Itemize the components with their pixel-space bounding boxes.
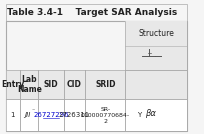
Text: Lab
Name: Lab Name <box>17 75 42 94</box>
Text: 2726311: 2726311 <box>59 112 90 118</box>
Bar <box>6 99 20 131</box>
Text: ⁻: ⁻ <box>32 110 35 115</box>
Bar <box>38 70 64 99</box>
Text: 26727296: 26727296 <box>33 112 69 118</box>
Text: SRID: SRID <box>95 80 115 89</box>
Bar <box>64 70 85 99</box>
Bar <box>38 99 64 131</box>
Text: SID: SID <box>44 80 58 89</box>
Text: Y: Y <box>137 112 141 118</box>
Bar <box>64 99 85 131</box>
Bar <box>6 70 20 99</box>
Text: Table 3.4-1    Target SAR Analysis: Table 3.4-1 Target SAR Analysis <box>8 8 178 17</box>
Text: 1: 1 <box>11 112 15 118</box>
Bar <box>6 21 187 131</box>
Text: βα: βα <box>145 109 156 118</box>
Text: CID: CID <box>67 80 82 89</box>
Text: Structure: Structure <box>138 29 174 38</box>
Bar <box>85 70 125 99</box>
Bar <box>125 70 187 99</box>
Bar <box>6 4 187 21</box>
Text: SR-
010000770684-
2: SR- 010000770684- 2 <box>81 107 130 124</box>
Bar <box>20 99 38 131</box>
Bar <box>125 99 187 131</box>
Text: Entry: Entry <box>1 80 24 89</box>
Bar <box>20 70 38 99</box>
Bar <box>125 21 187 70</box>
Text: JII: JII <box>24 112 31 118</box>
Bar <box>85 99 125 131</box>
